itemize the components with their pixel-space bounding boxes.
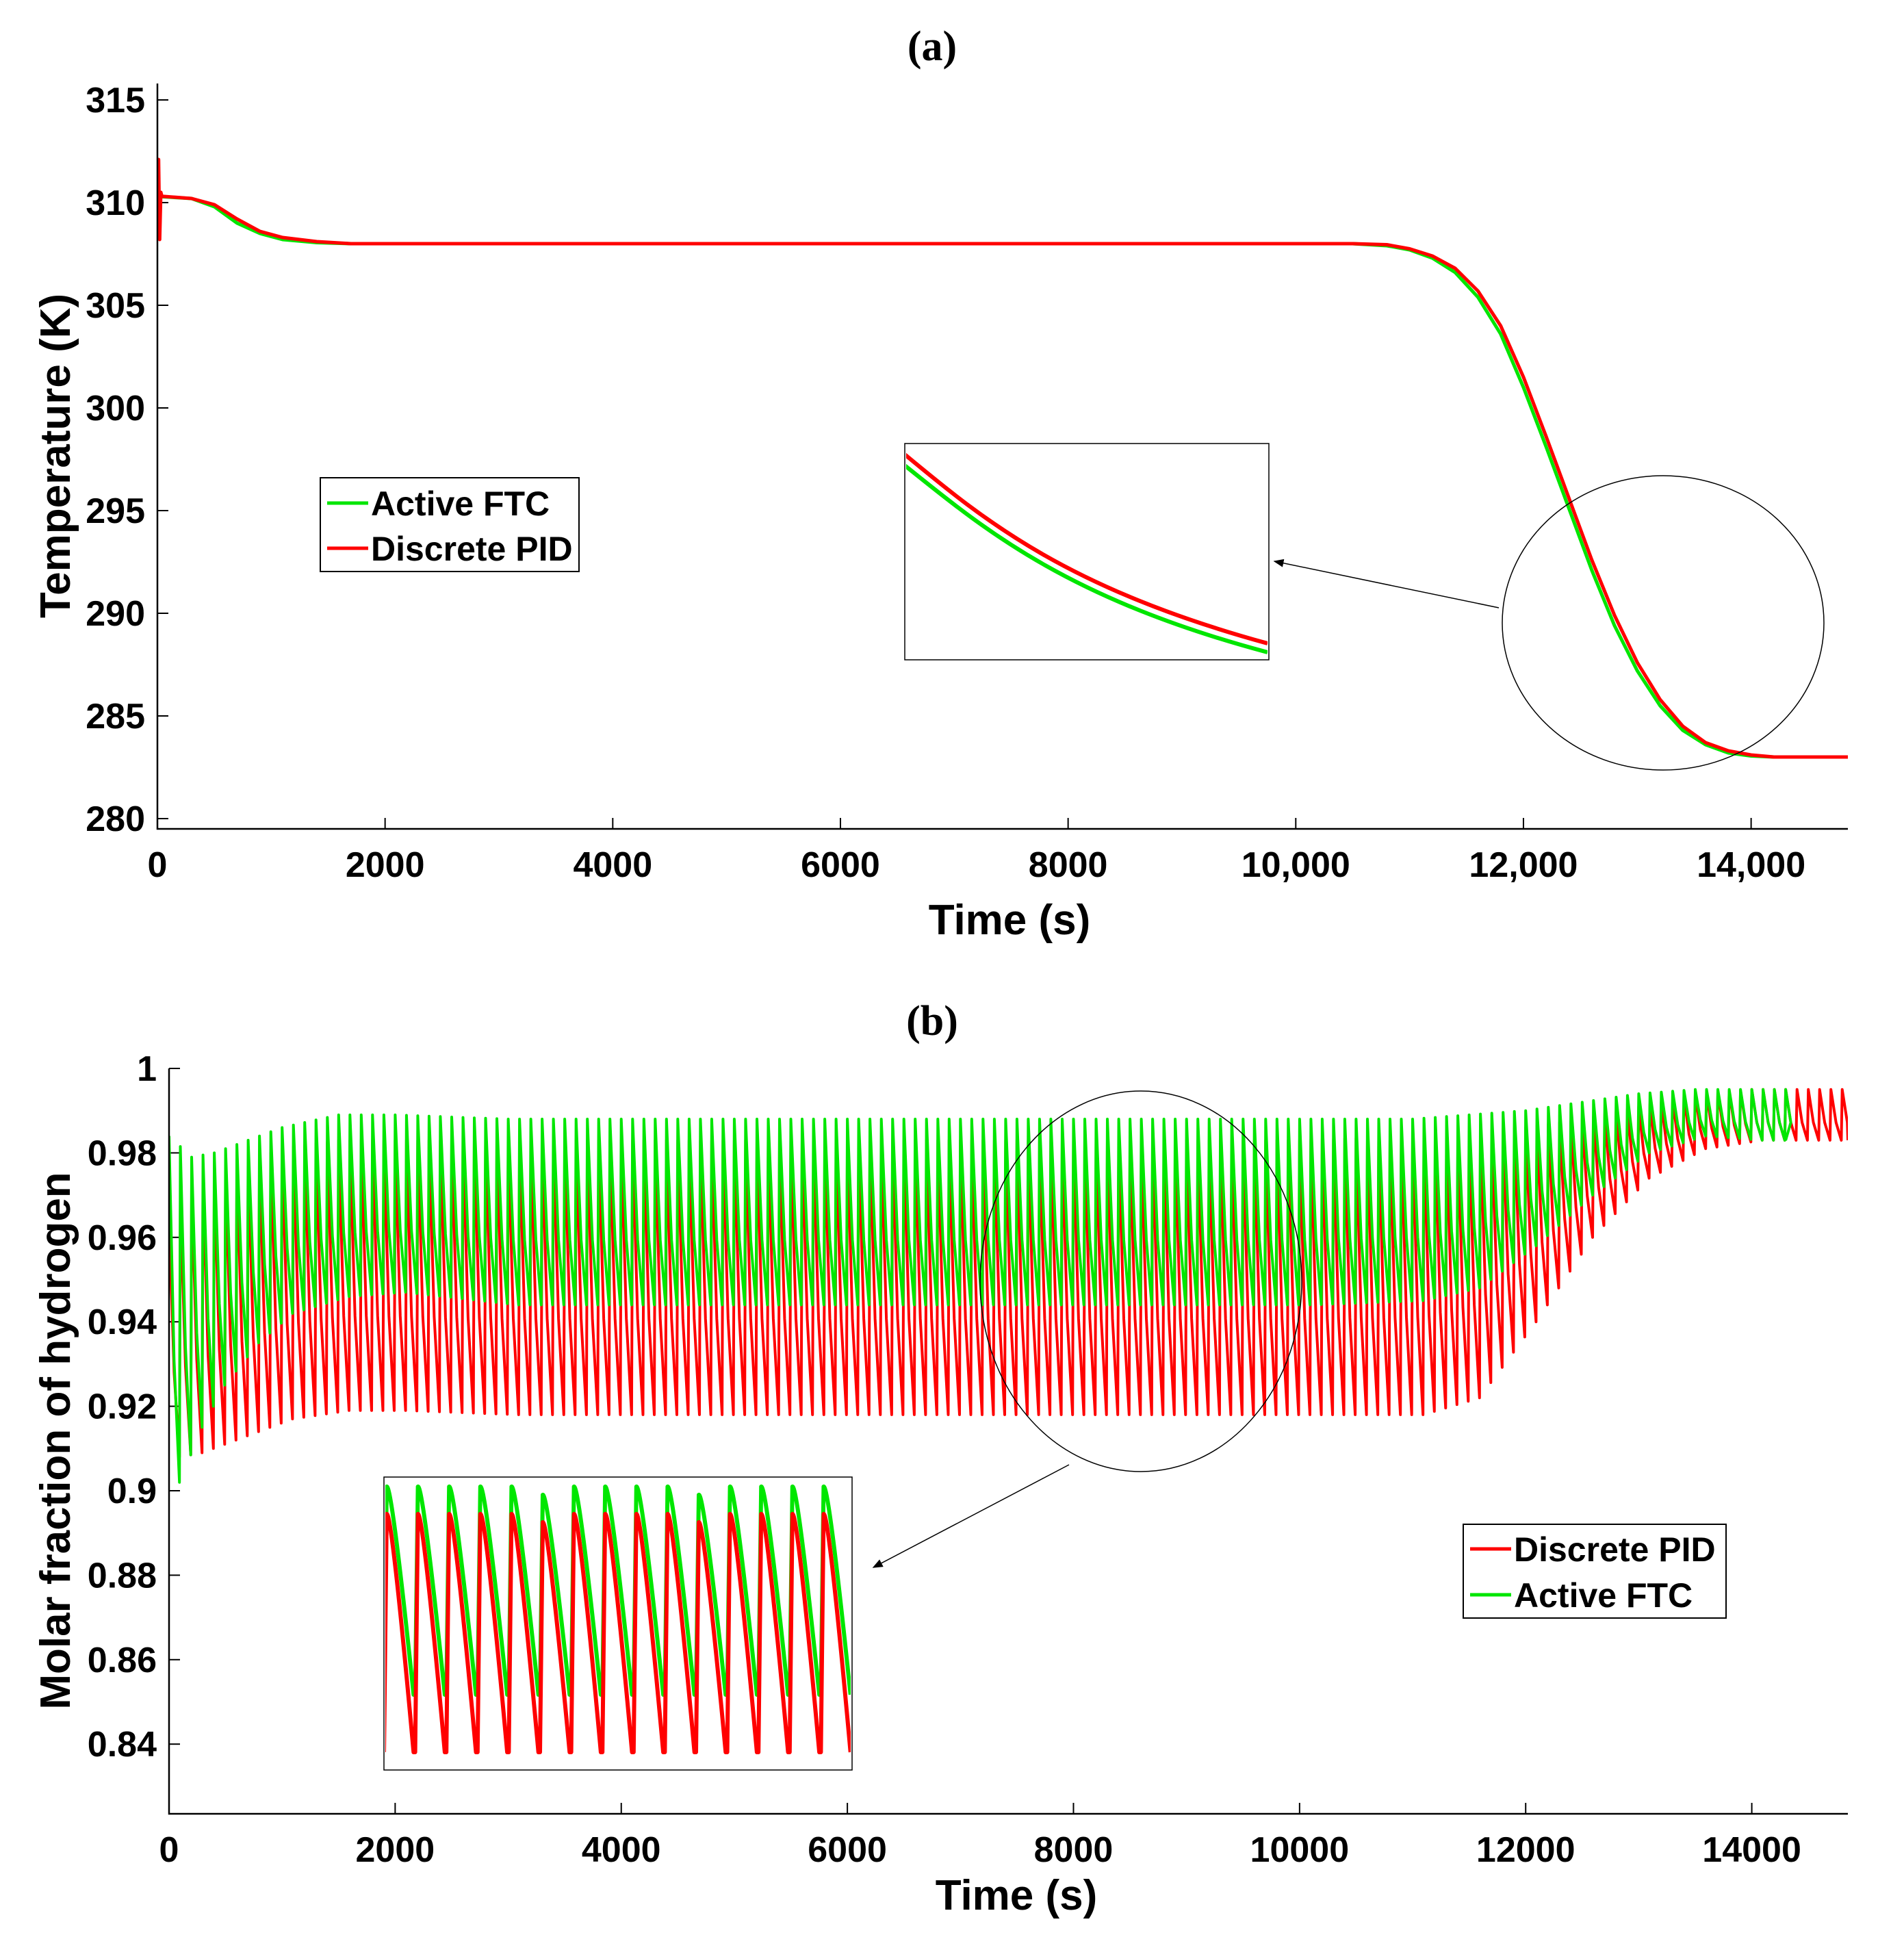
panel-b-zoom-inset <box>383 1476 853 1771</box>
inset-a-active-ftc-curve <box>906 463 1268 654</box>
panel-b-x-tick-label: 14000 <box>1702 1830 1801 1870</box>
panel-a-y-tick-label: 285 <box>86 697 145 736</box>
panel-b-axes-box <box>168 1068 1848 1815</box>
panel-a-x-tick-label: 14,000 <box>1697 845 1805 885</box>
panel-b-legend: Discrete PID Active FTC <box>1463 1524 1727 1619</box>
panel-a-x-tick-label: 12,000 <box>1469 845 1578 885</box>
panel-a-x-axis-label: Time (s) <box>929 897 1091 944</box>
panel-b-y-axis-label: Molar fraction of hydrogen <box>32 1172 79 1709</box>
panel-b-x-tick-label: 12000 <box>1476 1830 1575 1870</box>
legend-label-active-ftc: Active FTC <box>1514 1576 1693 1615</box>
panel-b-zoom-circle <box>979 1090 1302 1472</box>
panel-b-x-tick-label: 10000 <box>1250 1830 1350 1870</box>
panel-b-x-tick-label: 2000 <box>356 1830 435 1870</box>
panel-a-zoom-circle <box>1502 475 1825 771</box>
panel-b-x-tick-label: 6000 <box>808 1830 887 1870</box>
panel-b-series <box>169 1088 1848 1484</box>
panel-b-title: (b) <box>906 998 958 1044</box>
panel-a-axes-box <box>156 84 1848 830</box>
panel-b-y-tick-label: 0.84 <box>88 1725 157 1765</box>
legend-label-active-ftc: Active FTC <box>371 485 550 523</box>
panel-b-x-tick-label: 4000 <box>582 1830 661 1870</box>
panel-a-y-tick-label: 280 <box>86 799 145 839</box>
panel-a-y-tick-label: 315 <box>86 81 145 120</box>
panel-b-x-axis: 0 2000 4000 6000 8000 10000 12000 14000 <box>159 1803 1801 1870</box>
panel-a-x-axis: 0 2000 4000 6000 8000 10,000 12,000 14,000 <box>148 818 1805 885</box>
panel-a-title: (a) <box>908 23 957 70</box>
inset-b-discrete-pid-curve <box>385 1511 851 1754</box>
panel-b-x-axis-label: Time (s) <box>936 1872 1098 1919</box>
legend-label-discrete-pid: Discrete PID <box>371 530 573 568</box>
panel-a-y-tick-label: 305 <box>86 286 145 326</box>
panel-b-y-tick-label: 0.92 <box>88 1387 157 1427</box>
inset-b-active-ftc-curve <box>385 1484 851 1697</box>
legend-box <box>1463 1524 1727 1619</box>
panel-b-zoom-arrow <box>872 1464 1070 1568</box>
panel-a-y-tick-label: 295 <box>86 491 145 531</box>
panel-a-temperature: (a) 0 2000 4000 6000 8000 10,000 12,000 14,000 … <box>32 23 1848 944</box>
panel-b-x-tick-label: 0 <box>159 1830 179 1870</box>
panel-a-y-tick-label: 300 <box>86 389 145 428</box>
panel-b-y-tick-label: 0.98 <box>88 1133 157 1173</box>
panel-b-y-tick-label: 0.9 <box>107 1472 157 1511</box>
panel-b-y-tick-label: 0.94 <box>88 1303 157 1342</box>
series-line-active-ftc <box>169 1088 1792 1484</box>
panel-a-zoom-arrow <box>1273 559 1500 608</box>
panel-b-y-tick-label: 1 <box>137 1049 157 1089</box>
panel-a-x-tick-label: 8000 <box>1029 845 1108 885</box>
series-line-discrete-pid <box>169 1088 1848 1459</box>
panel-a-y-axis-label: Temperature (K) <box>32 294 79 618</box>
panel-a-x-tick-label: 4000 <box>573 845 652 885</box>
panel-a-series <box>157 157 1848 759</box>
panel-a-x-tick-label: 0 <box>148 845 168 885</box>
panel-a-legend: Active FTC Discrete PID <box>320 477 580 572</box>
panel-a-x-tick-label: 2000 <box>346 845 425 885</box>
legend-label-discrete-pid: Discrete PID <box>1514 1530 1716 1569</box>
legend-box <box>320 477 580 572</box>
panel-b-y-tick-label: 0.88 <box>88 1556 157 1595</box>
panel-a-y-tick-label: 310 <box>86 183 145 223</box>
panel-b-y-tick-label: 0.86 <box>88 1641 157 1680</box>
panel-a-y-tick-label: 290 <box>86 594 145 634</box>
panel-a-y-axis: 280 285 290 295 300 305 310 315 <box>86 81 168 839</box>
panel-b-y-axis: 0.84 0.86 0.88 0.9 0.92 0.94 0.96 0.98 1 <box>88 1049 180 1765</box>
panel-b-x-tick-label: 8000 <box>1034 1830 1114 1870</box>
series-line-discrete-pid <box>157 157 1848 759</box>
panel-a-x-tick-label: 6000 <box>801 845 880 885</box>
inset-a-discrete-pid-curve <box>906 452 1268 645</box>
panel-a-x-tick-label: 10,000 <box>1242 845 1350 885</box>
panel-a-zoom-inset <box>904 443 1270 660</box>
panel-b-hydrogen: (b) 0 2000 4000 6000 8000 10000 12000 14000 0.8… <box>32 998 1848 1919</box>
panel-b-y-tick-label: 0.96 <box>88 1218 157 1258</box>
